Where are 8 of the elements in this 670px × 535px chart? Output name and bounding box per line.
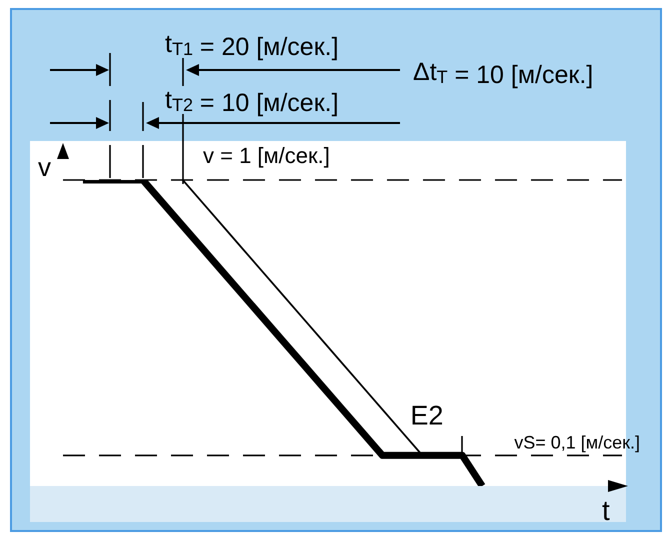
y-axis-title: v (38, 152, 51, 182)
text: Δt$_{T}$ = 10 [м/сек.] (413, 58, 594, 89)
text: t$_{T1}$ = 20 [м/сек.] (165, 30, 339, 61)
x-axis-title: t (602, 495, 610, 526)
ref-line-label: v = 1 [м/сек.] (203, 143, 330, 168)
series-label: E2 (410, 400, 444, 430)
ref-line-label: vS= 0,1 [м/сек.] (514, 432, 640, 452)
text: t$_{T2}$ = 10 [м/сек.] (165, 86, 339, 117)
